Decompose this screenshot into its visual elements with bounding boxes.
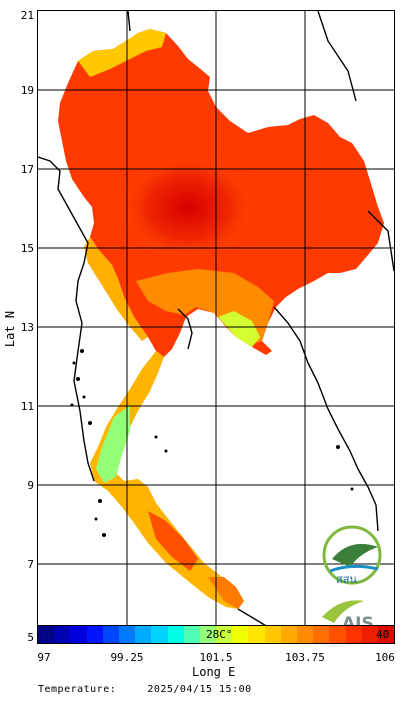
x-tick-label: 101.5	[199, 651, 233, 664]
colorbar-cell	[313, 626, 330, 643]
y-tick-label: 11	[20, 400, 34, 413]
footer: Temperature: 2025/04/15 15:00	[38, 684, 252, 695]
colorbar-cell	[377, 626, 395, 643]
islands	[70, 349, 354, 537]
colorbar-cell	[151, 626, 168, 643]
colorbar-cell	[248, 626, 265, 643]
land-west-fringe	[84, 237, 148, 341]
hot-core	[118, 152, 258, 262]
colorbar-cell	[118, 626, 136, 643]
x-tick-label: 103.75	[285, 651, 325, 664]
land-peninsula-tip	[208, 577, 244, 609]
colorbar-cell	[280, 626, 297, 643]
lat-lon-grid	[38, 11, 394, 637]
colorbar-cell	[297, 626, 314, 643]
land-peninsula-cool	[96, 405, 130, 483]
y-tick-label: 5	[27, 631, 34, 644]
land-peninsula	[90, 351, 244, 609]
agency-logo: สสน	[322, 525, 382, 586]
y-tick-label: 19	[20, 84, 34, 97]
colorbar-cell	[361, 626, 378, 643]
colorbar-cell	[102, 626, 119, 643]
footer-datetime: 2025/04/15 15:00	[147, 684, 252, 695]
colorbar-cell	[264, 626, 281, 643]
y-tick-label: 17	[20, 163, 34, 176]
colorbar-cell	[54, 626, 71, 643]
y-tick-label: 9	[27, 479, 34, 492]
x-axis-title: Long E	[192, 665, 236, 679]
y-tick-label: 13	[20, 321, 34, 334]
colorbar-cell	[345, 626, 362, 643]
colorbar-cell	[86, 626, 103, 643]
land-peninsula-red	[148, 511, 198, 571]
colorbar-cell	[183, 626, 200, 643]
colorbar-cell	[216, 626, 233, 643]
colorbar-min-label: 15	[40, 628, 54, 641]
land-east-coast	[218, 311, 260, 347]
colorbar-cell	[135, 626, 152, 643]
colorbar-cell	[167, 626, 184, 643]
colorbar-cell	[70, 626, 87, 643]
land-north-fringe	[78, 29, 166, 77]
temperature-map: สสน AIS	[37, 10, 395, 638]
footer-label: Temperature:	[38, 684, 117, 695]
colorbar-mid-label: 28C°	[206, 628, 233, 641]
colorbar-cell	[199, 626, 217, 643]
x-tick-label: 97	[37, 651, 51, 664]
x-tick-label: 99.25	[110, 651, 144, 664]
temperature-colorbar	[37, 625, 395, 644]
x-tick-label: 106	[375, 651, 395, 664]
y-tick-label: 7	[27, 558, 34, 571]
y-tick-label: 21	[20, 9, 34, 22]
colorbar-cell	[329, 626, 346, 643]
colorbar-cell	[232, 626, 249, 643]
colorbar-max-label: 40	[376, 628, 390, 641]
colorbar-cell	[38, 626, 55, 643]
y-tick-label: 15	[20, 242, 34, 255]
agency-logo-text: สสน	[336, 573, 357, 586]
